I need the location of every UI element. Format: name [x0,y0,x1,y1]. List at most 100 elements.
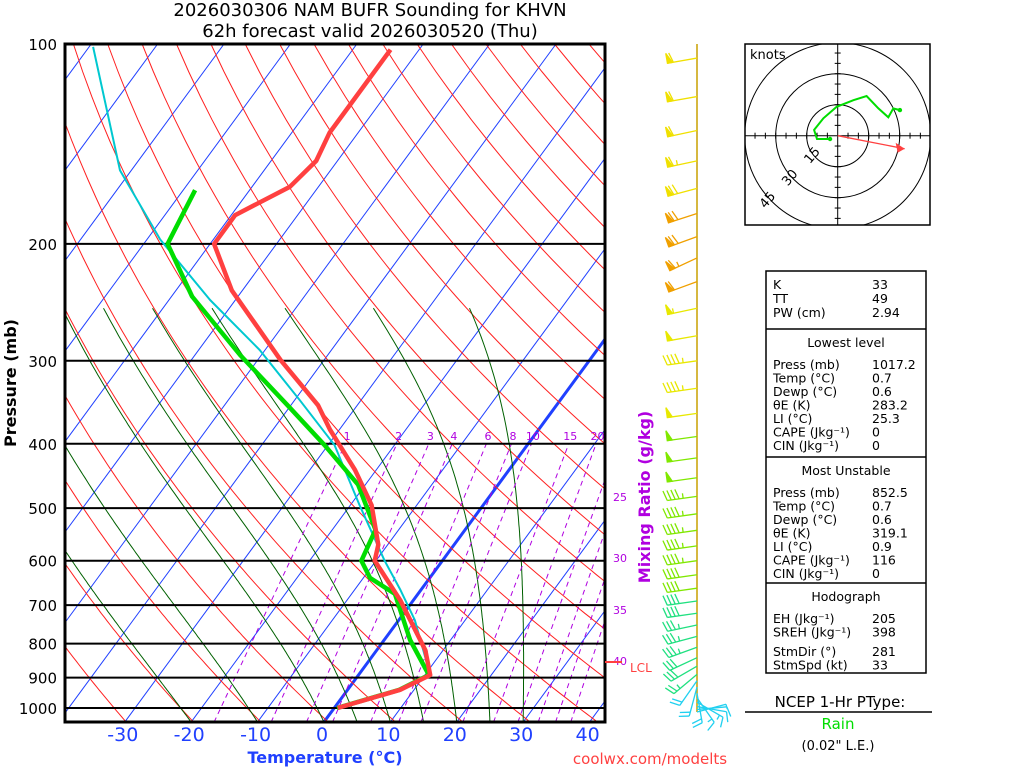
mixing-ratio-label: 35 [613,604,627,617]
barb-feather [669,620,677,630]
dry-adiabat [65,121,531,722]
barb-feather [661,634,669,645]
index-label: LI (°C) [773,539,812,554]
isotherm [65,44,159,172]
index-label: Dewp (°C) [773,384,837,399]
dry-adiabat [279,44,605,445]
barb-feather [674,506,680,517]
wind-barb [662,645,698,659]
credit-link[interactable]: coolwx.com/modelts [573,750,727,768]
wind-barb [665,330,698,342]
mixing-ratio-label: 8 [509,430,516,443]
temperature-tick-label: 0 [316,724,328,746]
index-label: CAPE (Jkg⁻¹) [773,425,850,440]
barb-half-feather [675,160,679,166]
barb-feather [666,539,672,550]
index-label: θE (K) [773,398,810,413]
mixing-ratio-label: 10 [526,430,540,443]
dry-adiabat [313,44,605,401]
barb-feather [670,489,676,500]
barb-feather [669,632,677,643]
barb-feather [662,382,668,393]
index-value: 0.9 [872,539,892,554]
barb-half-feather [677,623,681,629]
barb-feather [671,234,679,244]
barb-feather [662,508,668,519]
barb-shaft [688,686,698,717]
wind-barb [665,451,698,463]
barb-flag [665,471,674,483]
isotherm [190,157,605,722]
title-line-2: 62h forecast valid 2026030520 (Thu) [202,21,537,42]
mixing-ratio-label: 3 [427,430,434,443]
index-label: StmDir (°) [773,644,836,659]
mixing-ratio-line [420,443,532,722]
barb-feather [674,381,680,392]
wind-barb [664,210,698,224]
pressure-tick-label: 700 [28,597,57,615]
barb-feather [670,553,676,565]
index-label: CIN (Jkg⁻¹) [773,566,839,581]
barb-feather [662,662,671,671]
barb-feather [670,568,676,579]
mixing-ratio-axis-label: Mixing Ratio (g/kg) [635,411,654,583]
temperature-tick-label: -30 [107,724,138,746]
barb-half-feather [677,636,681,642]
barb-shaft [667,574,698,580]
mixing-ratio-label: 4 [450,430,457,443]
barb-half-feather [676,684,681,689]
isotherm [65,44,491,624]
index-label: PW (cm) [773,305,826,320]
dry-adiabat [107,44,605,679]
plot-frame [63,42,607,724]
temperature-tick-label: -10 [240,724,271,746]
wind-barb [665,471,698,483]
barb-feather [667,211,675,222]
dry-adiabat [244,44,605,490]
barb-feather [662,621,669,632]
pressure-tick-label: 600 [28,553,57,571]
index-value: 1017.2 [872,357,916,372]
wind-barb [664,281,698,293]
index-value: 0.7 [872,499,892,514]
wind-barb [678,686,698,718]
pressure-tick-label: 1000 [19,700,57,718]
mixing-ratio-line [332,443,453,722]
mixing-ratio-line [517,477,605,722]
index-label: θE (K) [773,526,810,541]
index-label: StmSpd (kt) [773,658,848,673]
index-label: Press (mb) [773,485,840,500]
barb-feather [662,355,668,366]
wind-barb [662,580,698,593]
barb-feather [662,569,668,580]
dry-adiabat [65,562,194,722]
index-label: Temp (°C) [772,499,835,514]
barb-feather [665,633,673,644]
index-label: Temp (°C) [772,371,835,386]
barb-feather [670,523,676,534]
dry-adiabat [65,645,127,722]
barb-half-feather [677,648,681,654]
isotherm [65,44,358,443]
barb-half-feather [681,510,684,516]
wind-barb [662,567,698,580]
x-axis-label: Temperature (°C) [247,748,402,767]
barb-feather [666,524,672,535]
barb-shaft [696,705,727,713]
isotherm [389,428,605,722]
pressure-tick-label: 400 [28,436,57,454]
moist-adiabat [372,307,491,722]
moist-adiabat [152,307,391,722]
wind-barb [662,620,698,632]
index-value: 0.6 [872,512,892,527]
index-value: 25.3 [872,411,900,426]
index-value: 398 [872,625,896,640]
indices-panel: K 33 TT 49 PW (cm) 2.94 Lowest level Press (mb)… [765,270,927,674]
index-value: 33 [872,658,888,673]
pressure-tick-label: 500 [28,500,57,518]
barb-shaft [667,624,698,632]
barb-feather [666,660,674,670]
dry-adiabat [65,394,329,722]
barb-feather [667,156,675,167]
